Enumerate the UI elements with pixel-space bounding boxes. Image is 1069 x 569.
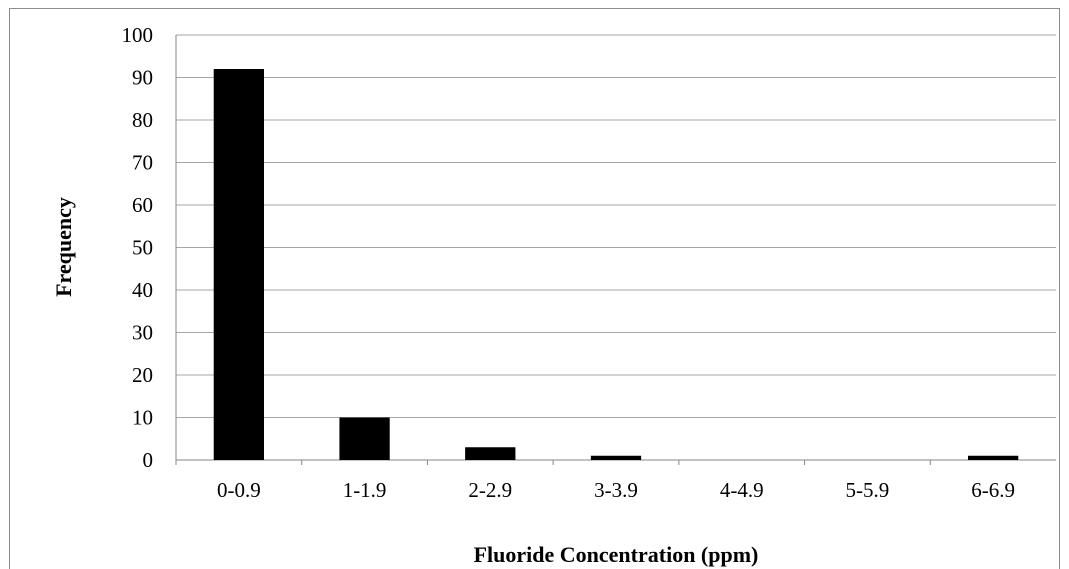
bar-0-0.9 — [213, 69, 264, 460]
x-axis-title: Fluoride Concentration (ppm) — [474, 542, 759, 567]
y-tick-label: 10 — [132, 406, 153, 430]
chart-frame — [9, 8, 1060, 569]
y-tick-label: 40 — [132, 278, 153, 302]
gridlines — [176, 34, 1056, 418]
y-tick-label: 90 — [132, 66, 153, 90]
y-tick-label: 50 — [132, 236, 153, 260]
x-tick-label: 0-0.9 — [217, 478, 261, 502]
bar-3-3.9 — [590, 455, 642, 460]
y-tick-label: 60 — [132, 193, 153, 217]
bars — [213, 69, 1019, 460]
x-tick-label: 1-1.9 — [343, 478, 387, 502]
y-tick-label: 70 — [132, 151, 153, 175]
bar-6-6.9 — [968, 455, 1019, 460]
y-tick-label: 0 — [143, 448, 154, 472]
y-axis-title: Frequency — [51, 197, 76, 297]
x-tick-labels: 0-0.9 1-1.9 2-2.9 3-3.9 4-4.9 5-5.9 6-6.9 — [217, 478, 1015, 502]
bar-2-2.9 — [465, 447, 516, 460]
y-tick-label: 30 — [132, 321, 153, 345]
x-tick-label: 5-5.9 — [846, 478, 890, 502]
y-tick-labels: 0 10 20 30 40 50 60 70 80 90 100 — [122, 23, 154, 472]
y-tick-label: 20 — [132, 363, 153, 387]
y-tick-label: 80 — [132, 108, 153, 132]
axes — [175, 35, 1056, 465]
x-tick-label: 6-6.9 — [971, 478, 1015, 502]
bar-1-1.9 — [339, 417, 390, 460]
y-tick-label: 100 — [122, 23, 154, 47]
x-tick-label: 4-4.9 — [720, 478, 764, 502]
x-tick-label: 2-2.9 — [468, 478, 512, 502]
x-tick-label: 3-3.9 — [594, 478, 638, 502]
